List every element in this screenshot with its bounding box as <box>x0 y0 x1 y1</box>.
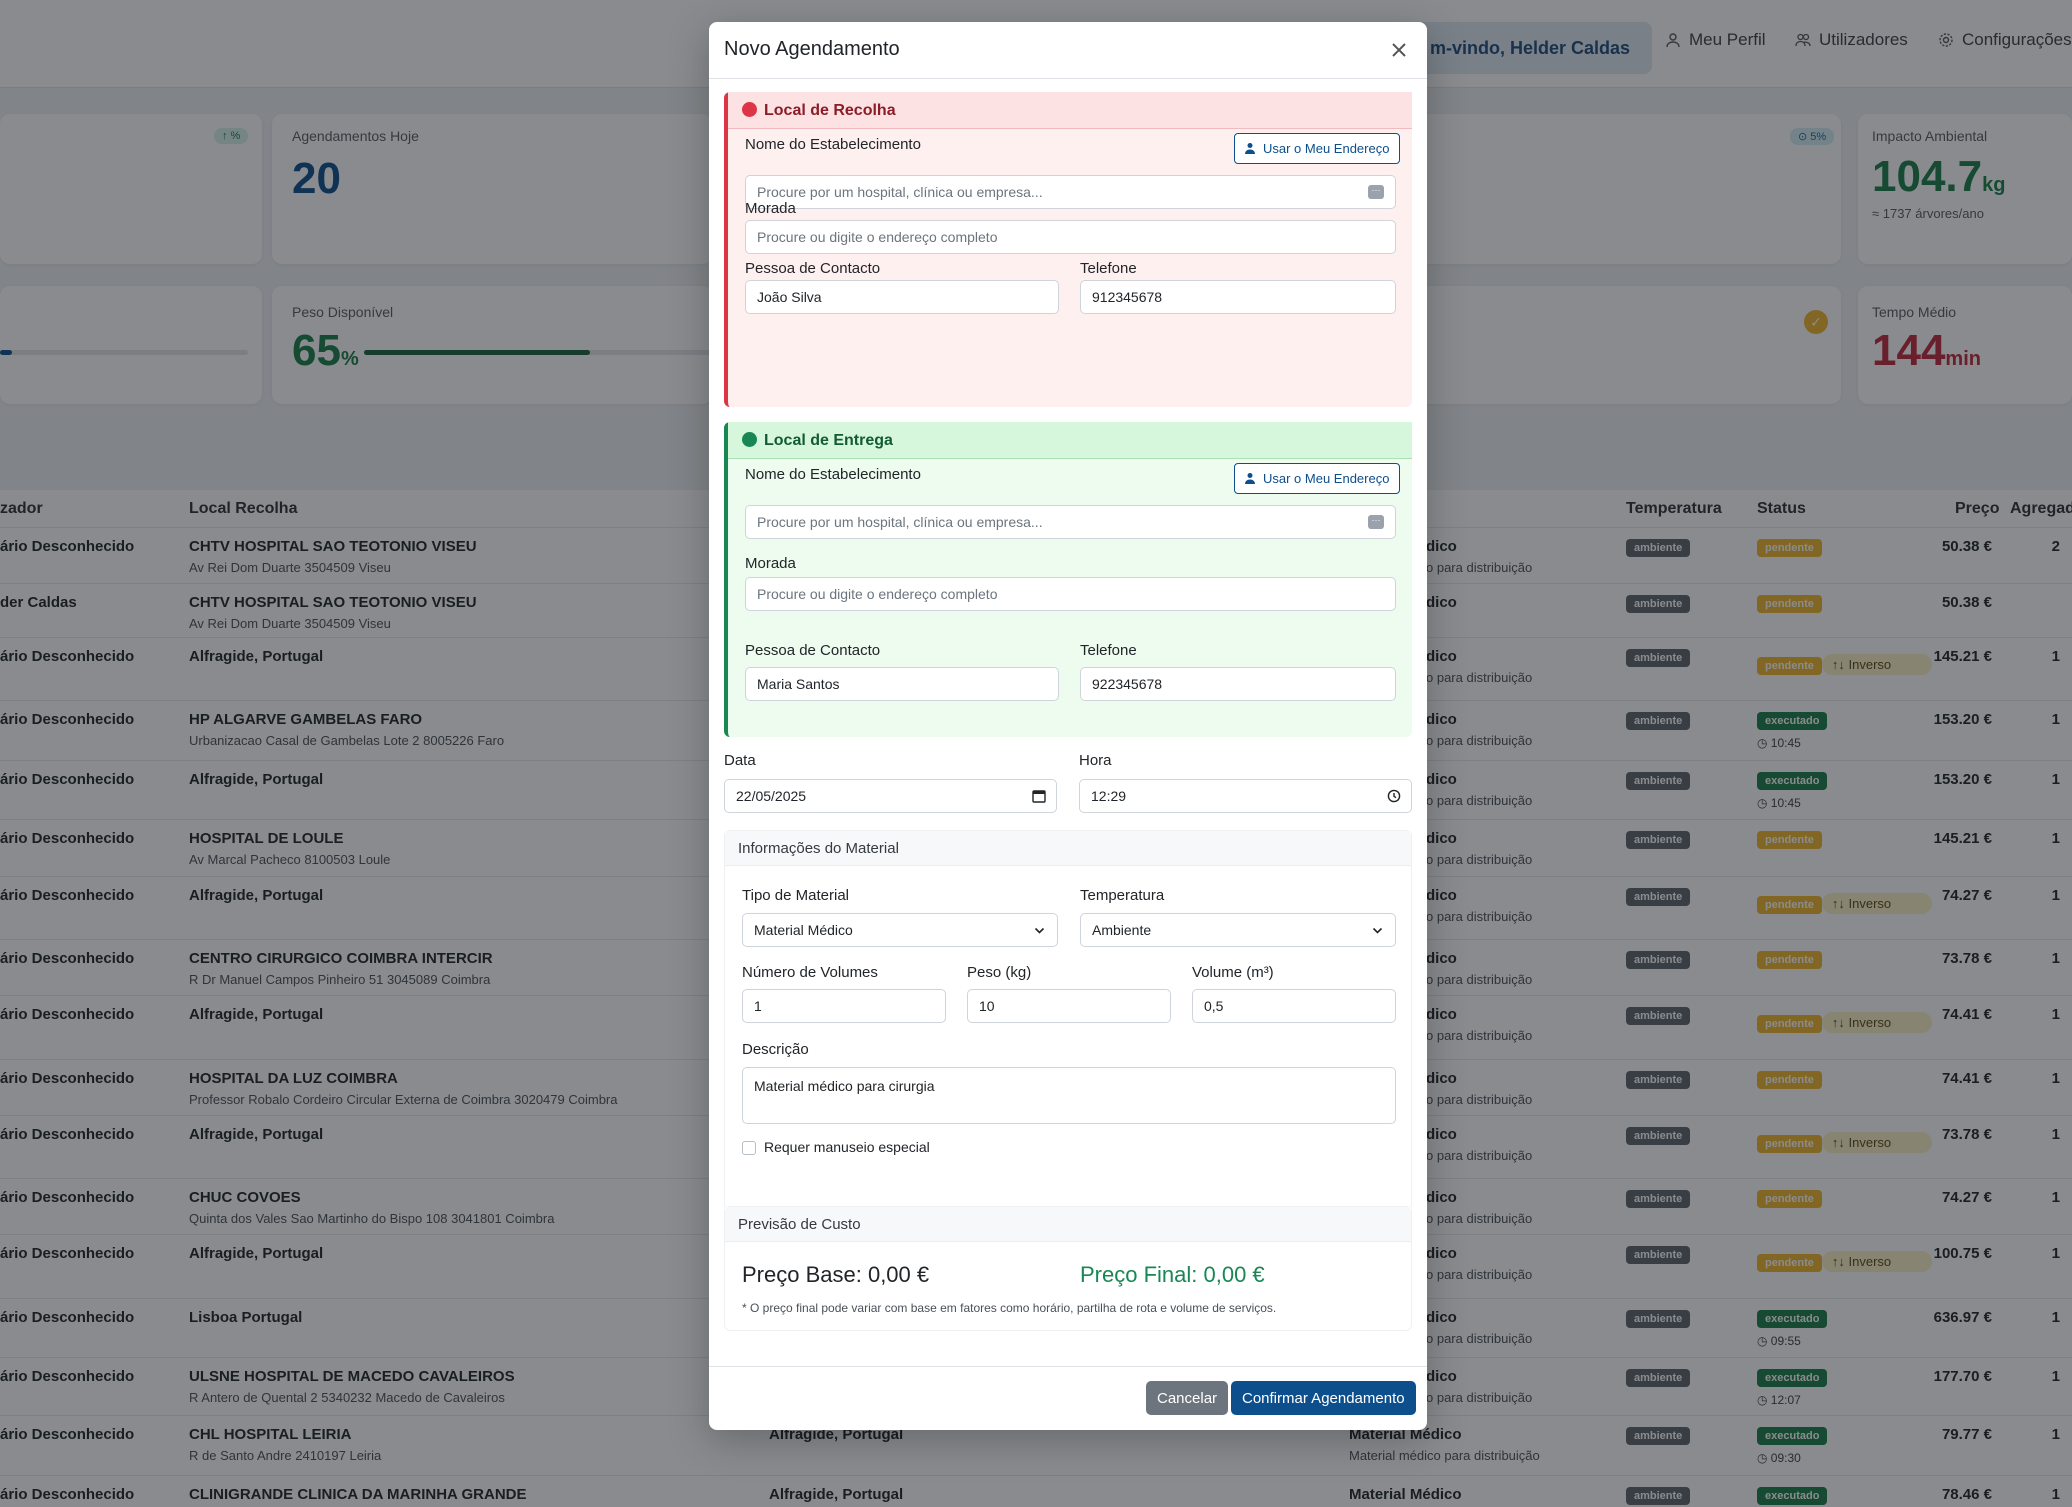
pickup-section-title: Local de Recolha <box>728 92 1412 129</box>
autofill-icon: ··· <box>1368 185 1384 199</box>
pickup-contact-input[interactable] <box>745 280 1059 314</box>
pickup-phone-label: Telefone <box>1080 260 1137 277</box>
volume-label: Volume (m³) <box>1192 964 1274 981</box>
volumes-label: Número de Volumes <box>742 964 878 981</box>
weight-input[interactable] <box>967 989 1171 1023</box>
location-icon <box>742 432 757 447</box>
delivery-use-my-address-button[interactable]: Usar o Meu Endereço <box>1234 463 1401 494</box>
pickup-phone-input[interactable] <box>1080 280 1396 314</box>
cancel-button[interactable]: Cancelar <box>1146 1381 1229 1415</box>
delivery-contact-label: Pessoa de Contacto <box>745 642 881 659</box>
pickup-establishment-label: Nome do Estabelecimento <box>745 136 921 153</box>
material-type-label: Tipo de Material <box>742 887 849 904</box>
description-textarea[interactable]: Material médico para cirurgia <box>742 1067 1396 1124</box>
delivery-address-input[interactable] <box>745 577 1396 611</box>
modal-title: Novo Agendamento <box>724 38 900 60</box>
special-handling-label: Requer manuseio especial <box>764 1139 930 1155</box>
delivery-section-title: Local de Entrega <box>728 422 1412 459</box>
delivery-establishment-input[interactable] <box>745 505 1396 539</box>
delivery-section: Local de Entrega Nome do Estabelecimento… <box>724 422 1412 737</box>
confirm-appointment-button[interactable]: Confirmar Agendamento <box>1231 1381 1416 1415</box>
time-input[interactable]: 12:29 <box>1079 779 1412 813</box>
temperature-select[interactable]: Ambiente <box>1080 913 1396 947</box>
delivery-contact-input[interactable] <box>745 667 1059 701</box>
material-type-select[interactable]: Material Médico <box>742 913 1058 947</box>
price-note: * O preço final pode variar com base em … <box>742 1301 1277 1315</box>
base-price: Preço Base: 0,00 € <box>742 1262 930 1287</box>
modal-footer: Cancelar Confirmar Agendamento <box>709 1366 1427 1430</box>
special-handling-checkbox[interactable] <box>742 1141 756 1155</box>
volume-input[interactable] <box>1192 989 1396 1023</box>
pickup-contact-label: Pessoa de Contacto <box>745 260 881 277</box>
modal-header: Novo Agendamento <box>709 22 1427 79</box>
date-label: Data <box>724 752 756 769</box>
material-panel-title: Informações do Material <box>725 831 1411 866</box>
cost-panel-title: Previsão de Custo <box>725 1207 1411 1242</box>
pickup-address-label: Morada <box>745 200 796 217</box>
time-label: Hora <box>1079 752 1112 769</box>
chevron-down-icon <box>1372 927 1383 934</box>
autofill-icon: ··· <box>1368 515 1384 529</box>
pickup-establishment-input[interactable] <box>745 175 1396 209</box>
user-icon <box>1245 143 1255 154</box>
alert-icon <box>742 102 757 117</box>
clock-icon <box>1387 789 1401 803</box>
delivery-address-label: Morada <box>745 555 796 572</box>
pickup-section: Local de Recolha Nome do Estabelecimento… <box>724 92 1412 407</box>
chevron-down-icon <box>1034 927 1045 934</box>
cost-panel: Previsão de Custo Preço Base: 0,00 € Pre… <box>724 1206 1412 1331</box>
pickup-address-input[interactable] <box>745 220 1396 254</box>
close-icon[interactable] <box>1389 40 1409 60</box>
pickup-use-my-address-button[interactable]: Usar o Meu Endereço <box>1234 133 1401 164</box>
temperature-label: Temperatura <box>1080 887 1165 904</box>
delivery-establishment-label: Nome do Estabelecimento <box>745 466 921 483</box>
final-price: Preço Final: 0,00 € <box>1080 1262 1265 1287</box>
delivery-phone-label: Telefone <box>1080 642 1137 659</box>
user-icon <box>1245 473 1255 484</box>
material-panel: Informações do Material Tipo de Material… <box>724 830 1412 1210</box>
volumes-input[interactable] <box>742 989 946 1023</box>
calendar-icon <box>1032 790 1046 803</box>
new-appointment-modal: Novo Agendamento Local de Recolha Nome d… <box>709 22 1427 1430</box>
date-input[interactable]: 22/05/2025 <box>724 779 1057 813</box>
delivery-phone-input[interactable] <box>1080 667 1396 701</box>
weight-label: Peso (kg) <box>967 964 1032 981</box>
description-label: Descrição <box>742 1041 809 1058</box>
